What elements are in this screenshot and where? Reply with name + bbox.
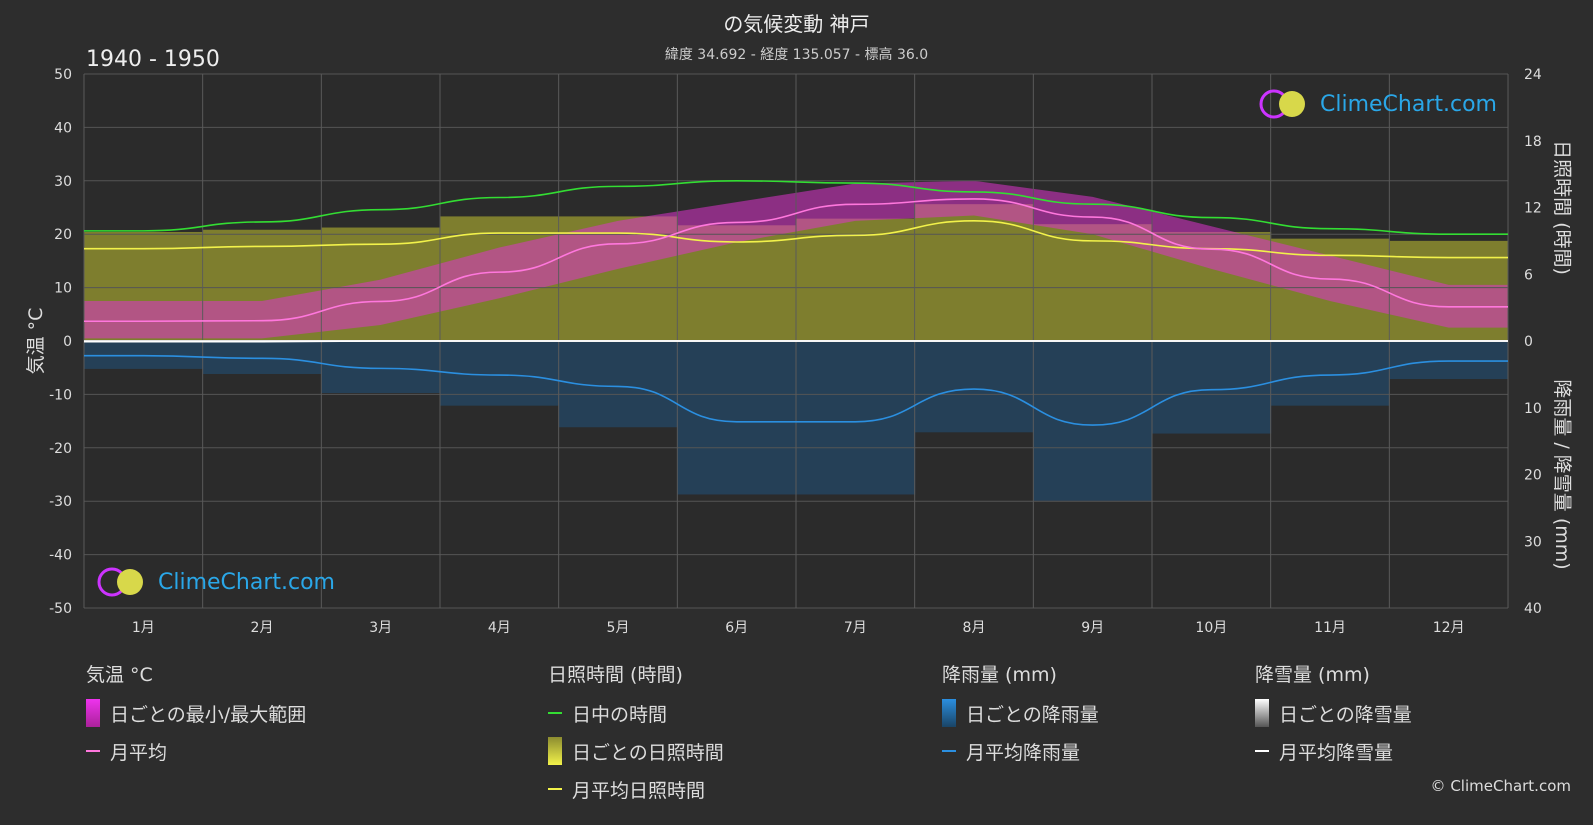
x-tick-label: 10月 bbox=[1195, 620, 1227, 636]
rain-band-bar bbox=[796, 341, 916, 495]
x-tick-label: 3月 bbox=[369, 620, 392, 636]
legend-item: 日ごとの最小/最大範囲 bbox=[86, 699, 307, 727]
legend-label: 日中の時間 bbox=[572, 703, 668, 726]
legend-label: 月平均日照時間 bbox=[572, 779, 706, 802]
y-right-tick-label: 6 bbox=[1524, 267, 1533, 283]
legend-item: 月平均日照時間 bbox=[548, 777, 724, 802]
y-left-tick-label: -20 bbox=[49, 441, 72, 457]
y-right-top-axis-title: 日照時間 (時間) bbox=[1551, 140, 1573, 275]
legend-label: 月平均降雪量 bbox=[1279, 741, 1394, 764]
rain-mean-line bbox=[83, 354, 1508, 426]
y-right-tick-label: 0 bbox=[1524, 334, 1533, 350]
sunshine-mean-line bbox=[83, 220, 1509, 259]
climechart-logo-icon bbox=[1259, 89, 1305, 119]
y-left-tick-label: 20 bbox=[54, 227, 72, 243]
legend-item: 月平均 bbox=[86, 739, 306, 764]
y-right-tick-label: 12 bbox=[1524, 201, 1542, 217]
daylight-line bbox=[83, 179, 1508, 235]
y-left-tick-label: -10 bbox=[49, 387, 72, 403]
snow-mean-line bbox=[84, 340, 1508, 343]
y-right-tick-label: 30 bbox=[1524, 534, 1542, 550]
logo-bottom-left: ClimeChart.com bbox=[96, 566, 335, 598]
rain-band-bar bbox=[1389, 341, 1509, 380]
y-left-tick-label: 30 bbox=[54, 174, 72, 190]
logo-text: ClimeChart.com bbox=[158, 569, 335, 595]
legend-item: 日中の時間 bbox=[548, 701, 724, 726]
y-right-tick-label: 10 bbox=[1524, 401, 1542, 417]
legend-snow: 降雪量 (mm) 日ごとの降雪量 月平均降雪量 bbox=[1255, 660, 1412, 777]
y-left-tick-label: -50 bbox=[49, 601, 72, 617]
climate-chart: 50 40 30 20 10 0 -10 -20 -30 -40 -50 24 18 12 6 0 10 20 30… bbox=[25, 67, 1573, 636]
rain-bar-swatch bbox=[942, 699, 956, 727]
y-left-tick-label: 0 bbox=[63, 334, 72, 350]
legend-label: 日ごとの最小/最大範囲 bbox=[110, 703, 307, 726]
sunshine-band-swatch bbox=[548, 737, 562, 765]
x-tick-label: 8月 bbox=[963, 620, 986, 636]
x-tick-label: 4月 bbox=[488, 620, 511, 636]
axes-layer: 50 40 30 20 10 0 -10 -20 -30 -40 -50 24 18 12 6 0 10 20 30… bbox=[25, 67, 1573, 636]
period-label: 1940 - 1950 bbox=[86, 47, 220, 72]
x-tick-label: 2月 bbox=[251, 620, 274, 636]
legend-snow-heading: 降雪量 (mm) bbox=[1255, 664, 1370, 686]
y-left-tick-label: 10 bbox=[54, 281, 72, 297]
x-tick-label: 7月 bbox=[844, 620, 867, 636]
y-left-tick-label: 50 bbox=[54, 67, 72, 83]
legend-item: 日ごとの日照時間 bbox=[548, 737, 724, 765]
copyright: © ClimeChart.com bbox=[1430, 777, 1571, 795]
y-right-tick-label: 20 bbox=[1524, 468, 1542, 484]
legend-item: 日ごとの降雪量 bbox=[1255, 699, 1412, 727]
daylight-swatch bbox=[548, 712, 562, 714]
sunshine-mean-swatch bbox=[548, 788, 562, 790]
x-tick-label: 5月 bbox=[607, 620, 630, 636]
climechart-logo-icon bbox=[97, 567, 143, 597]
legend-label: 月平均降雨量 bbox=[966, 741, 1081, 764]
legend-rain: 降雨量 (mm) 日ごとの降雨量 月平均降雨量 bbox=[942, 660, 1099, 777]
x-tick-label: 12月 bbox=[1433, 620, 1465, 636]
legend-sun-heading: 日照時間 (時間) bbox=[548, 664, 683, 686]
rain-band-bar bbox=[1033, 341, 1153, 501]
x-tick-label: 6月 bbox=[725, 620, 748, 636]
temp-mean-line bbox=[84, 198, 1508, 323]
legend-item: 日ごとの降雨量 bbox=[942, 699, 1099, 727]
y-left-tick-label: 40 bbox=[54, 120, 72, 136]
chart-title: の気候変動 神戸 bbox=[723, 12, 870, 36]
legend-temp-heading: 気温 °C bbox=[86, 664, 153, 686]
y-left-axis-title: 気温 °C bbox=[25, 308, 47, 375]
rain-mean-swatch bbox=[942, 750, 956, 752]
snow-bar-swatch bbox=[1255, 699, 1269, 727]
y-right-bottom-axis-title: 降雨量 / 降雪量 (mm) bbox=[1551, 379, 1573, 569]
rain-band-bar bbox=[914, 341, 1034, 433]
y-left-tick-label: -40 bbox=[49, 548, 72, 564]
logo-top-right: ClimeChart.com bbox=[1258, 88, 1497, 120]
x-tick-label: 11月 bbox=[1314, 620, 1346, 636]
rain-band-bar bbox=[1152, 341, 1272, 434]
y-right-tick-label: 18 bbox=[1524, 134, 1542, 150]
legend-label: 月平均 bbox=[110, 741, 168, 764]
temp-range-swatch bbox=[86, 699, 100, 727]
snow-mean-swatch bbox=[1255, 750, 1269, 752]
rain-band-bar bbox=[321, 341, 441, 393]
sunshine-band-bar bbox=[796, 218, 916, 341]
logo-text: ClimeChart.com bbox=[1320, 91, 1497, 117]
legend-item: 月平均降雨量 bbox=[942, 739, 1099, 764]
rain-band-bar bbox=[677, 341, 797, 495]
legend-label: 日ごとの降雪量 bbox=[1279, 703, 1412, 726]
legend-label: 日ごとの日照時間 bbox=[572, 741, 724, 764]
x-tick-label: 9月 bbox=[1081, 620, 1104, 636]
y-right-tick-label: 24 bbox=[1524, 67, 1542, 83]
y-right-tick-label: 40 bbox=[1524, 601, 1542, 617]
sunshine-band-bar bbox=[914, 204, 1034, 341]
legend-sun: 日照時間 (時間) 日中の時間 日ごとの日照時間 月平均日照時間 bbox=[548, 660, 724, 815]
legend-item: 月平均降雪量 bbox=[1255, 739, 1412, 764]
temp-mean-swatch bbox=[86, 750, 100, 752]
legend-temp: 気温 °C 日ごとの最小/最大範囲 月平均 bbox=[86, 660, 306, 777]
chart-subtitle: 緯度 34.692 - 経度 135.057 - 標高 36.0 bbox=[664, 47, 929, 63]
x-tick-label: 1月 bbox=[132, 620, 155, 636]
legend-rain-heading: 降雨量 (mm) bbox=[942, 664, 1057, 686]
y-left-tick-label: -30 bbox=[49, 494, 72, 510]
rain-band-bar bbox=[1270, 341, 1390, 406]
line-layer bbox=[83, 179, 1509, 426]
legend-label: 日ごとの降雨量 bbox=[966, 703, 1099, 726]
